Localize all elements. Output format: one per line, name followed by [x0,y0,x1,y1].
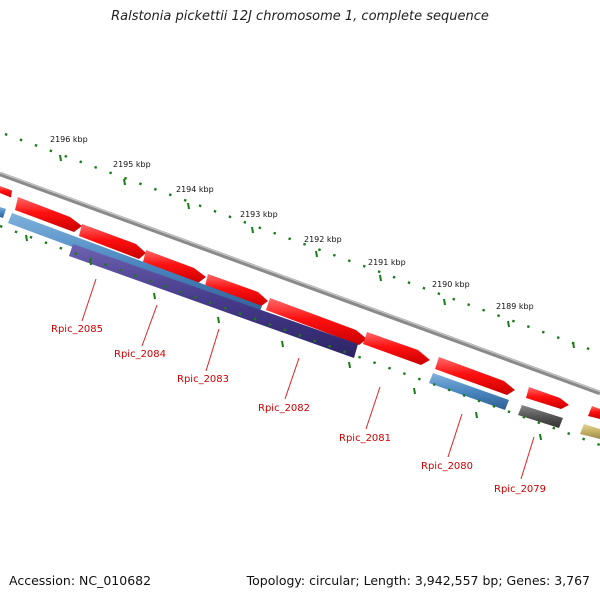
label-line-rpic-2080 [447,413,463,458]
gene-arrow-forward [79,224,146,259]
scale-label: 2189 kbp [496,302,534,311]
label-line-rpic-2079 [520,436,535,480]
gene-arrow-forward [143,250,206,283]
backbone [0,171,600,396]
scale-tick-2196 [59,154,62,162]
scale-tick-2190 [443,298,446,306]
scale-tick-2189 [507,320,510,328]
gene-label-rpic-2079: Rpic_2079 [494,484,546,495]
inner-tick [153,292,156,300]
gene-label-rpic-2084: Rpic_2084 [114,349,166,360]
backbone-line [0,171,600,396]
gene-bar-reverse [429,373,509,410]
gene-arrow-forward [15,197,82,232]
map-title: Ralstonia pickettii 12J chromosome 1, co… [111,9,489,24]
forward-strand-genes [0,186,600,419]
scale-label: 2195 kbp [113,160,151,169]
label-line-rpic-2082 [284,357,300,400]
gene-labels: Rpic_2085 Rpic_2084 Rpic_2083 Rpic_2082 … [51,324,546,495]
scale-ticks [59,154,575,349]
inner-tick [348,361,351,369]
inner-tick [413,387,416,395]
gene-arrow-forward [363,332,430,365]
gene-arrow-forward [588,406,600,419]
gene-arrow-forward [435,357,515,395]
label-line-rpic-2081 [365,386,381,430]
scale-label: 2194 kbp [176,185,214,194]
scale-label: 2191 kbp [368,258,406,267]
inner-tick [89,258,92,266]
scale-label: 2193 kbp [240,210,278,219]
inner-tick [217,316,220,324]
inner-tick [25,234,28,242]
scale-tick-2193 [251,226,254,234]
gene-label-rpic-2080: Rpic_2080 [421,461,473,472]
gene-arrow-forward [205,274,268,307]
gene-arrow-forward [266,298,367,345]
scale-tick-2194 [187,202,190,210]
gene-arrow-forward [0,186,12,198]
gene-bar-reverse [518,405,563,428]
topology-summary-text: Topology: circular; Length: 3,942,557 bp… [246,573,590,588]
scale-tick-2191 [379,274,382,282]
label-line-rpic-2083 [205,328,220,372]
gene-bar-reverse [0,207,6,218]
gene-label-rpic-2083: Rpic_2083 [177,374,229,385]
scale-tick-2195 [123,178,126,186]
inner-tick [475,411,478,419]
inner-scale-dots [0,224,600,447]
gene-label-rpic-2085: Rpic_2085 [51,324,103,335]
inner-scale-ring [0,224,600,447]
gene-label-rpic-2082: Rpic_2082 [258,403,310,414]
gene-label-lines [81,278,535,480]
accession-text: Accession: NC_010682 [9,573,152,588]
scale-label: 2196 kbp [50,135,88,144]
scale-tick-2188 [572,341,575,349]
inner-tick [281,340,284,348]
backbone-highlight [0,172,600,393]
gene-arrow-forward [526,387,569,409]
inner-tick [539,433,542,441]
label-line-rpic-2084 [141,304,158,347]
label-line-rpic-2085 [81,278,97,322]
scale-label: 2192 kbp [304,235,342,244]
scale-labels: 2196 kbp 2195 kbp 2194 kbp 2193 kbp 2192… [50,135,534,311]
gene-label-rpic-2081: Rpic_2081 [339,433,391,444]
gene-bar-reverse [580,424,600,439]
scale-tick-2192 [315,250,318,258]
scale-label: 2190 kbp [432,280,470,289]
